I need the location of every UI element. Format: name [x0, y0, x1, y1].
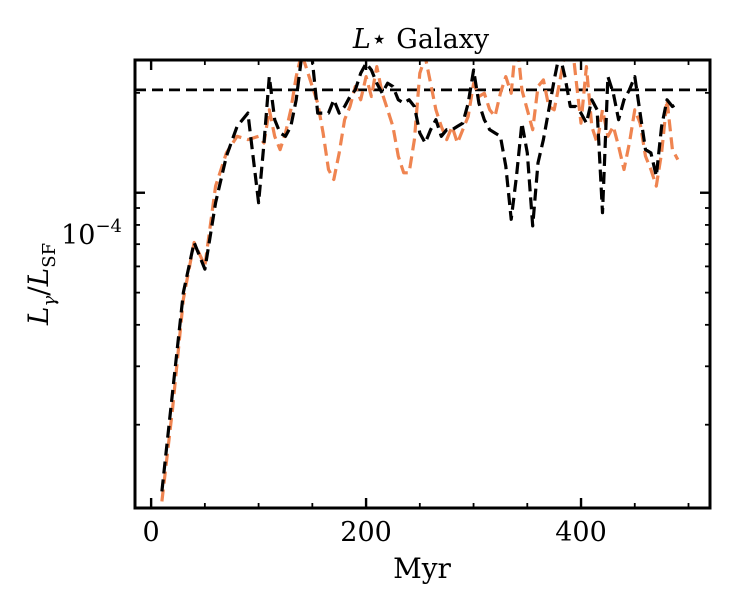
- plot-frame: [133, 58, 712, 510]
- x-tick-labels: 0 200 400: [143, 517, 607, 548]
- x-axis-label: Myr: [393, 552, 451, 585]
- series-line-black: [160, 60, 679, 492]
- y-axis-label: Lγ/LSF: [22, 243, 60, 326]
- x-tick-label: 200: [340, 517, 392, 548]
- x-tick-label: 400: [555, 517, 607, 548]
- x-tick-label: 0: [143, 517, 160, 548]
- lines-layer: [135, 60, 710, 502]
- y-tick-label: 10−4: [61, 216, 122, 251]
- chart-title: L⋆ Galaxy: [352, 24, 490, 55]
